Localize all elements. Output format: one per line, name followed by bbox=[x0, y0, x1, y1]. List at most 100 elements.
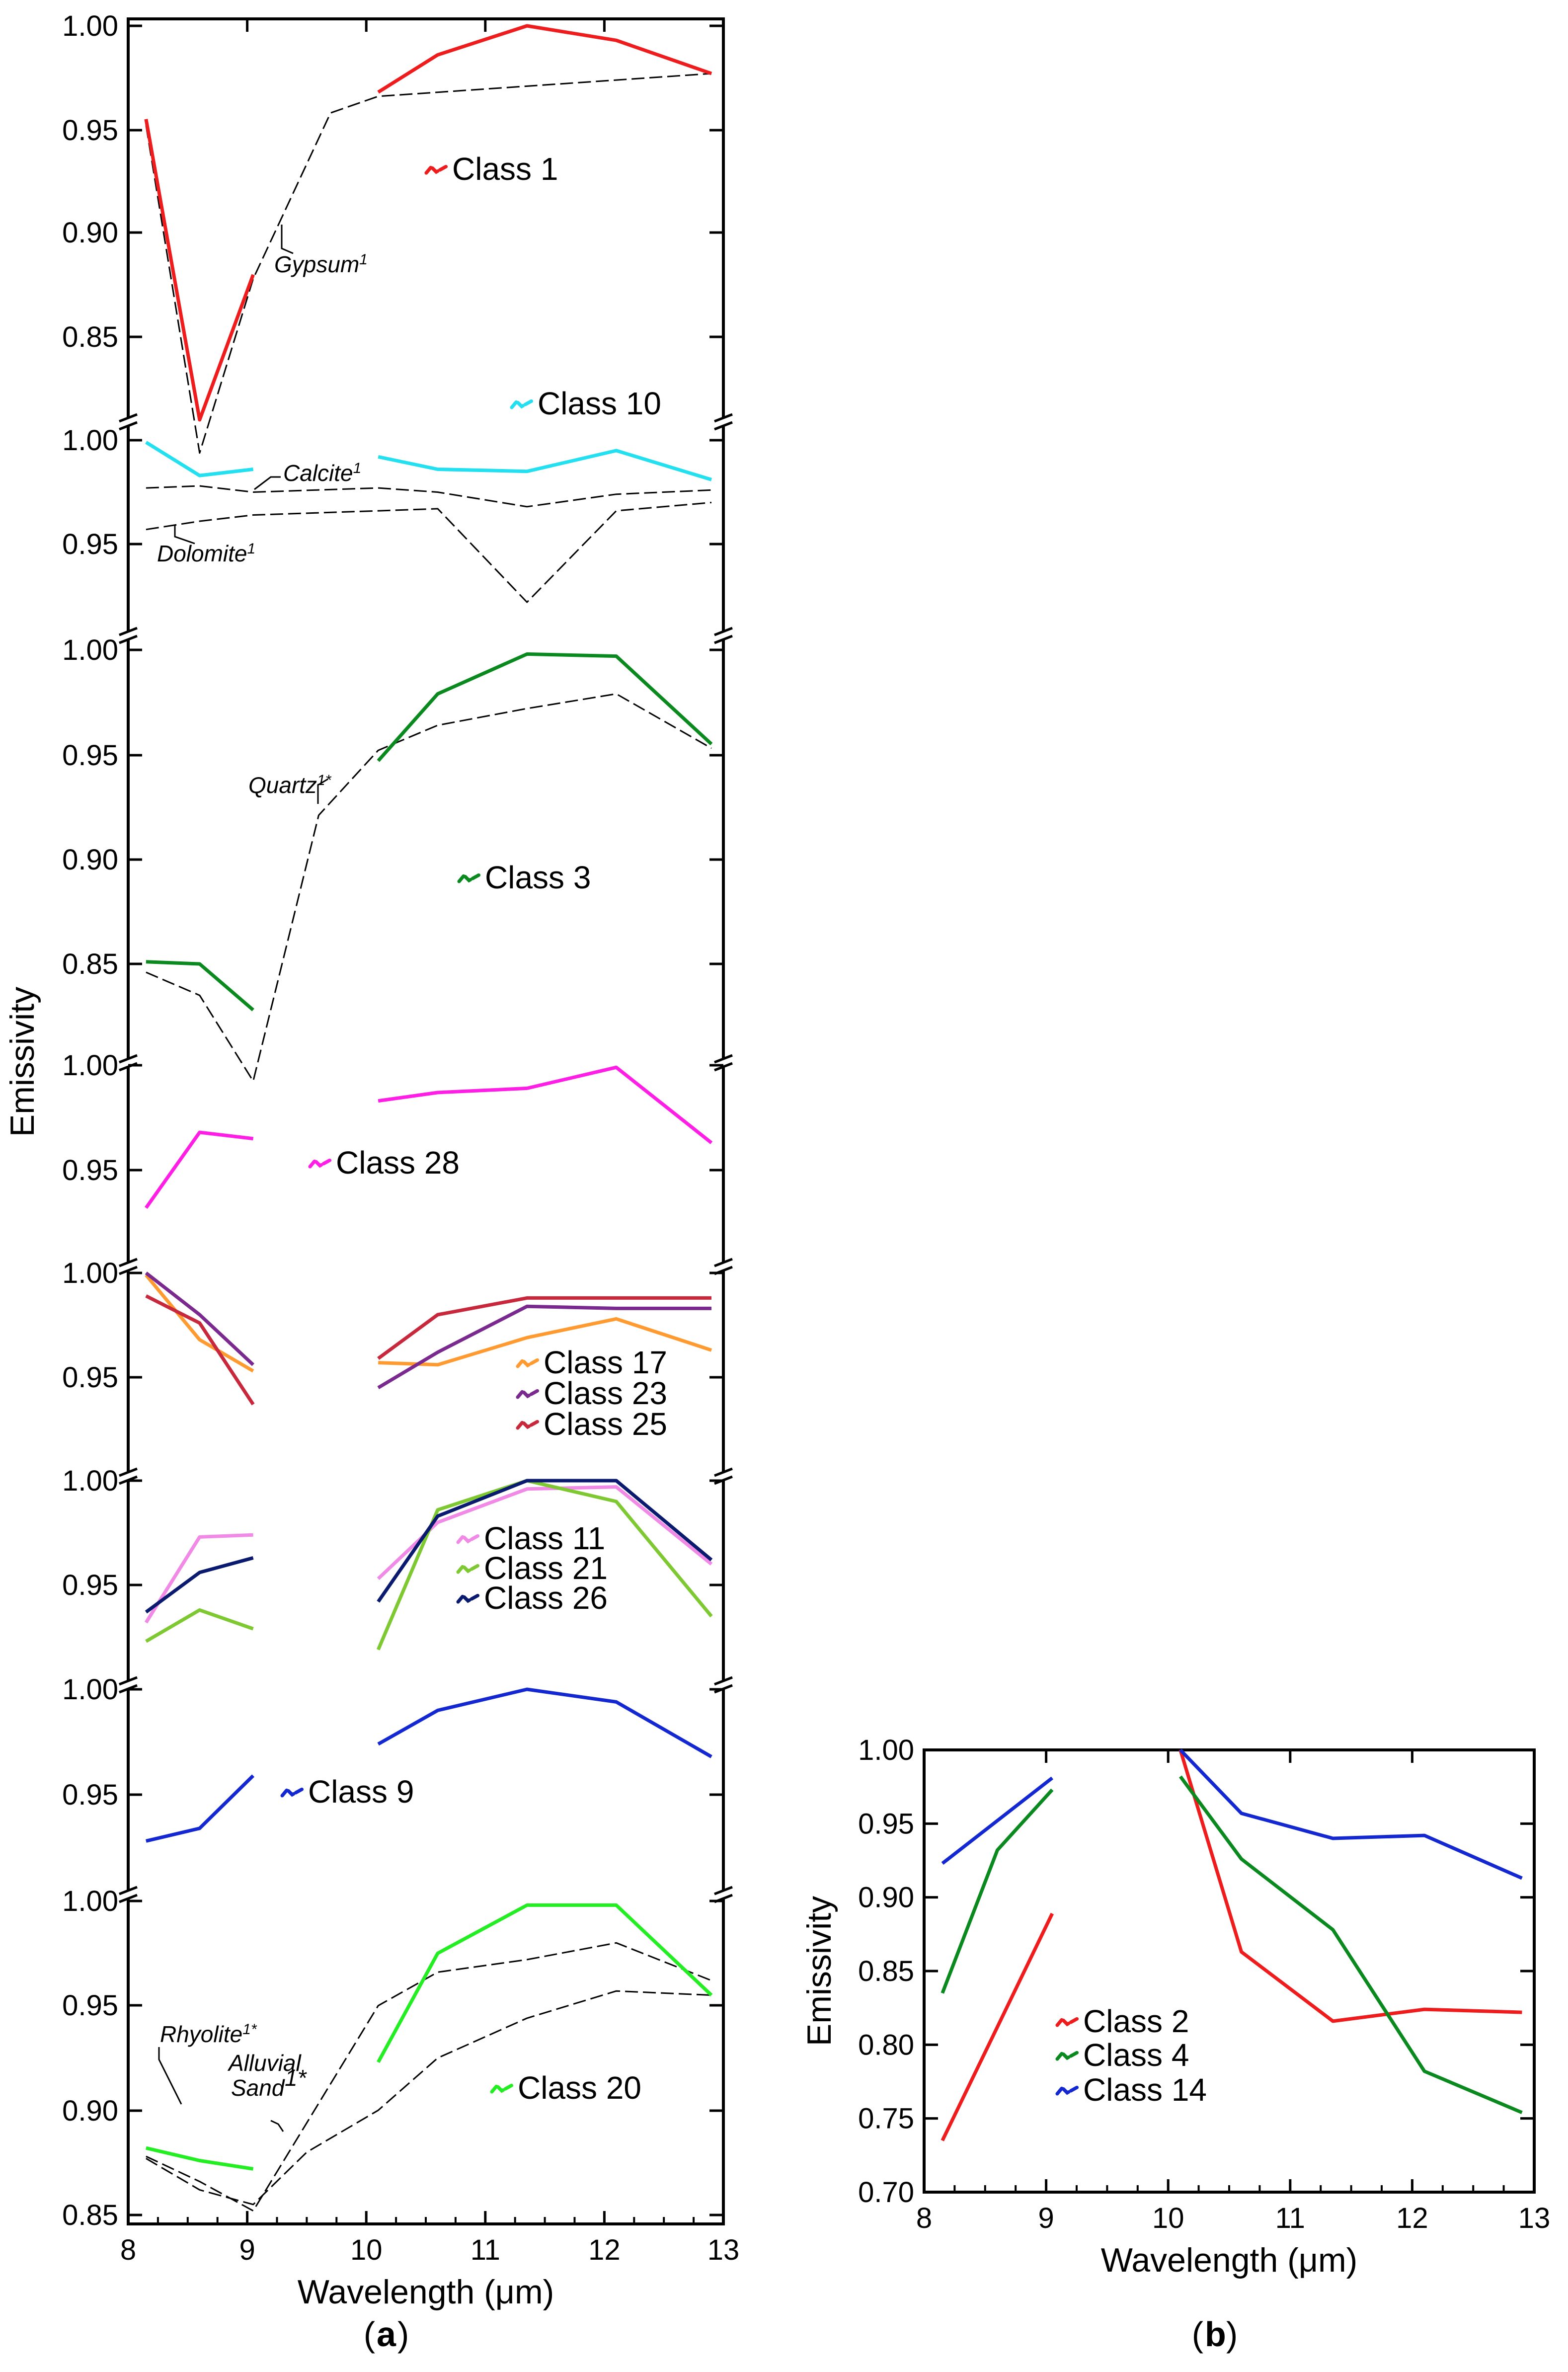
series-line-class-26-part-2 bbox=[377, 1479, 713, 1603]
y-tick-label-a: 0.95 bbox=[62, 1154, 118, 1186]
series-line-class-10-part-1 bbox=[145, 441, 254, 477]
reference-line-calcite bbox=[146, 485, 712, 508]
axis-break-mark bbox=[119, 627, 138, 644]
series-line-class-1-part-2 bbox=[377, 24, 712, 94]
panel-label-a: a bbox=[377, 2315, 396, 2354]
y-tick-label-b: 0.70 bbox=[858, 2176, 914, 2209]
series-line-class-25-part-1 bbox=[145, 1294, 255, 1406]
x-tick-label-a: 12 bbox=[588, 2234, 621, 2266]
legend-swatch-class-11 bbox=[456, 1533, 481, 1544]
callout-superscript-calcite: 1 bbox=[353, 460, 362, 476]
y-tick-label-a: 1.00 bbox=[62, 1465, 118, 1497]
legend-label-class-11: Class 11 bbox=[484, 1520, 605, 1556]
y-tick-label-b: 0.85 bbox=[858, 1955, 914, 1987]
callout-superscript-gypsum: 1 bbox=[359, 251, 368, 268]
legend-label-b-class-14: Class 14 bbox=[1083, 2072, 1207, 2108]
plot-frame-a bbox=[127, 17, 725, 2225]
y-tick-label-a: 0.85 bbox=[62, 321, 118, 353]
legend-label-class-1: Class 1 bbox=[452, 151, 558, 187]
y-tick-label-a: 1.00 bbox=[62, 10, 118, 42]
series-line-class-23-part-2 bbox=[377, 1304, 711, 1390]
callout-label-alluvial: Alluvial bbox=[227, 2050, 302, 2076]
y-tick-label-a: 0.90 bbox=[62, 217, 118, 249]
series-line-class-28-part-2 bbox=[378, 1065, 713, 1144]
legend-swatch-class-25 bbox=[516, 1419, 541, 1430]
x-tick-label-b: 11 bbox=[1275, 2202, 1305, 2234]
callout-superscript-sand: 1* bbox=[285, 2065, 308, 2091]
x-tick-label-a: 9 bbox=[239, 2234, 255, 2266]
y-tick-label-b: 1.00 bbox=[858, 1734, 914, 1766]
series-line-class-3-part-2 bbox=[377, 652, 713, 762]
series-line-class-20-part-1 bbox=[146, 2146, 254, 2171]
callout-superscript-rhyolite: 1* bbox=[242, 2021, 257, 2038]
x-axis-title-a: Wavelength (μm) bbox=[298, 2273, 554, 2311]
series-line-class-26-part-1 bbox=[145, 1556, 254, 1614]
y-tick-label-b: 0.90 bbox=[858, 1882, 914, 1914]
legend-swatch-class-21 bbox=[456, 1563, 481, 1574]
callout-label-gypsum: Gypsum1 bbox=[274, 251, 368, 278]
legend-entry-class-23: Class 23 bbox=[516, 1375, 667, 1411]
legend-swatch-class-23 bbox=[516, 1388, 541, 1399]
legend-label-class-10: Class 10 bbox=[538, 386, 661, 421]
legend-label-class-3: Class 3 bbox=[485, 860, 591, 895]
legend-swatch-class-1 bbox=[424, 164, 449, 175]
x-tick-label-a: 13 bbox=[707, 2234, 740, 2266]
legend-entry-class-28: Class 28 bbox=[308, 1145, 460, 1181]
callout-leader-calcite bbox=[254, 476, 281, 490]
x-tick-label-b: 13 bbox=[1518, 2202, 1551, 2234]
legend-entry-class-26: Class 26 bbox=[456, 1580, 608, 1616]
legend-swatch-class-3 bbox=[457, 872, 482, 883]
legend-entry-class-10: Class 10 bbox=[510, 386, 661, 421]
y-tick-label-a: 0.95 bbox=[62, 739, 118, 772]
callout-label-quartz: Quartz1* bbox=[248, 772, 332, 798]
legend-entry-class-20: Class 20 bbox=[490, 2070, 641, 2106]
reference-line-quartz bbox=[146, 693, 712, 1082]
series-line-class-11-part-2 bbox=[377, 1485, 713, 1580]
series-line-class-10-part-2 bbox=[378, 449, 712, 481]
legend-entry-class-25: Class 25 bbox=[516, 1406, 667, 1442]
panel-label-a-open: ( bbox=[364, 2315, 375, 2354]
y-tick-label-a: 1.00 bbox=[62, 424, 118, 457]
legend-swatch-class-10 bbox=[510, 398, 535, 409]
legend-entry-class-21: Class 21 bbox=[456, 1550, 608, 1586]
callout-leader-dolomite bbox=[174, 526, 195, 545]
y-tick-label-a: 0.85 bbox=[62, 948, 118, 980]
y-tick-label-a: 1.00 bbox=[62, 1885, 118, 1917]
panel-label-b-open: ( bbox=[1192, 2315, 1203, 2354]
y-tick-label-a: 0.95 bbox=[62, 1361, 118, 1394]
series-line-b-class-4-part-1 bbox=[941, 1788, 1054, 1994]
series-line-class-11-part-1 bbox=[144, 1533, 253, 1624]
callout-leader-rhyolite bbox=[158, 2047, 182, 2105]
legend-label-class-21: Class 21 bbox=[484, 1550, 608, 1586]
series-line-class-3-part-1 bbox=[146, 960, 254, 1012]
series-line-class-1-part-1 bbox=[144, 119, 255, 422]
legend-label-class-28: Class 28 bbox=[336, 1145, 460, 1181]
legend-label-class-20: Class 20 bbox=[518, 2070, 641, 2106]
callout-superscript-dolomite: 1 bbox=[247, 541, 256, 557]
x-tick-label-b: 9 bbox=[1038, 2202, 1054, 2234]
series-line-class-9-part-2 bbox=[377, 1687, 712, 1758]
reference-line-dolomite bbox=[146, 501, 712, 603]
legend-label-class-9: Class 9 bbox=[308, 1774, 414, 1810]
y-tick-label-a: 0.95 bbox=[62, 114, 118, 147]
series-line-class-17-part-1 bbox=[145, 1273, 254, 1373]
y-tick-label-a: 0.95 bbox=[62, 528, 118, 560]
legend-swatch-class-17 bbox=[516, 1357, 541, 1368]
series-line-b-class-2-part-1 bbox=[941, 1912, 1054, 2141]
callout-label-sand: Sand bbox=[231, 2075, 285, 2101]
axis-break-mark bbox=[119, 1886, 138, 1903]
callout-label-rhyolite: Rhyolite1* bbox=[160, 2021, 257, 2048]
legend-entry-class-9: Class 9 bbox=[280, 1774, 414, 1810]
legend-entry-b-class-14: Class 14 bbox=[1055, 2072, 1207, 2108]
legend-swatch-class-28 bbox=[308, 1158, 333, 1169]
legend-swatch-b-class-2 bbox=[1055, 2016, 1080, 2027]
panel-label-a-close: ) bbox=[397, 2315, 409, 2354]
y-axis-title-a: Emissivity bbox=[3, 987, 41, 1137]
y-axis-title-b: Emissivity bbox=[800, 1896, 838, 2046]
y-tick-label-b: 0.80 bbox=[858, 2029, 914, 2061]
legend-label-b-class-2: Class 2 bbox=[1083, 2003, 1189, 2039]
series-line-class-9-part-1 bbox=[146, 1774, 255, 1843]
legend-swatch-b-class-14 bbox=[1055, 2085, 1080, 2096]
